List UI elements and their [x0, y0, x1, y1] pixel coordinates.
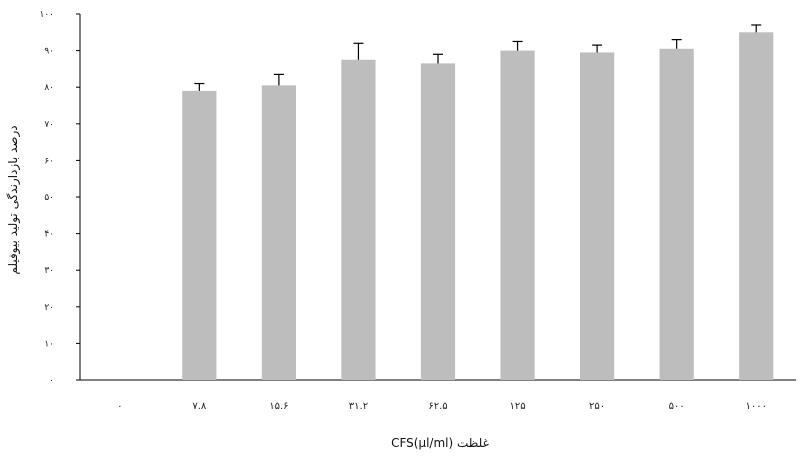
bar [261, 85, 296, 381]
x-tick-label: ۱۰۰۰ [745, 401, 766, 412]
y-tick-label: ۴۰ [44, 230, 54, 240]
x-tick-label: ۶۲.۵ [428, 401, 447, 412]
x-tick-label: ۲۵۰ [589, 401, 605, 412]
x-tick-label: ۵۰۰ [669, 401, 685, 412]
y-tick-label: ۶۰ [44, 156, 54, 166]
bar [182, 90, 217, 381]
y-axis-title: درصد بازدارندگی تولید بیوفیلم [6, 125, 21, 274]
x-tick-label: ۱۲۵ [509, 401, 525, 412]
x-tick-label: ۷.۸ [192, 401, 207, 412]
x-axis: ۰ ۷.۸ ۱۵.۶ ۳۱.۲ ۶۲.۵ ۱۲۵ ۲۵۰ ۵۰۰ ۱۰۰۰ [80, 379, 796, 412]
x-tick-label: ۰ [117, 401, 122, 412]
y-tick-label: ۹۰ [44, 47, 54, 57]
y-axis: ۰ ۱۰ ۲۰ ۳۰ ۴۰ ۵۰ ۶۰ ۷۰ ۸۰ ۹۰ ۱۰۰ [39, 10, 81, 386]
bar [341, 59, 376, 380]
bars [182, 32, 774, 381]
y-tick-label: ۸۰ [44, 83, 54, 93]
bar [420, 63, 456, 380]
y-tick-label: ۲۰ [44, 303, 54, 313]
bar [659, 48, 694, 381]
x-tick-label: ۱۵.۶ [269, 401, 288, 412]
y-tick-label: ۷۰ [44, 120, 54, 130]
x-axis-title: غلظت CFS(µl/ml) [391, 436, 489, 450]
bar [739, 32, 774, 381]
x-tick-label: ۳۱.۲ [349, 401, 368, 412]
y-tick-label: ۰ [49, 376, 54, 386]
y-tick-label: ۳۰ [44, 266, 54, 276]
error-bars [194, 24, 762, 91]
bar [580, 52, 615, 381]
bar [500, 50, 535, 380]
y-tick-label: ۱۰ [44, 339, 54, 349]
y-tick-label: ۵۰ [44, 193, 54, 203]
y-tick-label: ۱۰۰ [39, 10, 54, 20]
